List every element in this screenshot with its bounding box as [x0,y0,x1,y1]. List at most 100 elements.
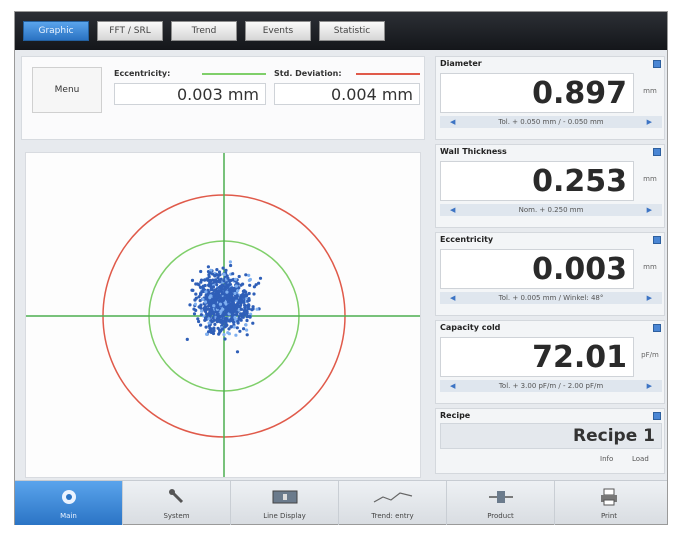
arrow-left-icon[interactable]: ◀ [450,294,456,302]
nav-system[interactable]: System [123,481,231,525]
scatter-point [213,322,217,326]
arrow-right-icon[interactable]: ▶ [646,382,652,390]
scatter-point [241,315,245,319]
tab-graphic[interactable]: Graphic [23,21,89,41]
app-window: Graphic FFT / SRL Trend Events Statistic… [14,11,668,525]
eccentricity-title: Eccentricity [440,235,494,244]
nav-trend-entry[interactable]: Trend: entry [339,481,447,525]
scatter-point [203,278,207,282]
tab-trend[interactable]: Trend [171,21,237,41]
scatter-point [207,317,211,321]
menu-button[interactable]: Menu [32,67,102,113]
scatter-point [231,272,235,276]
scatter-point [207,324,211,328]
scatter-point [223,337,227,341]
scatter-point [235,281,239,285]
scatter-point [233,291,237,296]
scatter-point [234,277,238,281]
scatter-point [224,317,228,321]
wall-thickness-value: 0.253 [440,161,634,201]
nav-system-label: System [163,512,190,520]
scatter-point [191,288,195,292]
recipe-title: Recipe [440,411,471,420]
capacity-value: 72.01 [440,337,634,377]
eccentricity-settings-icon[interactable] [653,236,661,244]
scatter-point [194,308,198,312]
nav-line-display[interactable]: Line Display [231,481,339,525]
recipe-info-button[interactable]: Info [600,455,614,463]
scatter-point [198,285,203,289]
scatter-point [200,309,204,313]
scatter-point [194,282,198,286]
scatter-point [228,260,232,264]
diameter-tolerance: ◀ Tol. + 0.050 mm / - 0.050 mm ▶ [440,116,662,128]
nav-main[interactable]: Main [15,481,123,525]
eccentricity-unit: mm [643,263,657,271]
scatter-point [193,302,197,306]
arrow-left-icon[interactable]: ◀ [450,206,456,214]
wall-thickness-settings-icon[interactable] [653,148,661,156]
scatter-point [201,297,205,301]
capacity-card: Capacity cold 72.01 pF/m ◀ Tol. + 3.00 p… [435,320,665,404]
tab-events[interactable]: Events [245,21,311,41]
capacity-unit: pF/m [641,351,659,359]
scatter-point [238,329,242,333]
scatter-point [242,289,246,293]
scatter-point [215,293,219,297]
std-deviation-stat-label: Std. Deviation: [274,69,342,78]
scatter-point [203,305,207,309]
eccentricity-tolerance: ◀ Tol. + 0.005 mm / Winkel: 48° ▶ [440,292,662,304]
scatter-point [232,303,236,307]
std-deviation-stat-value: 0.004 mm [274,83,420,105]
scatter-point [224,281,228,285]
scatter-point [200,290,204,294]
recipe-settings-icon[interactable] [653,412,661,420]
tab-statistic[interactable]: Statistic [319,21,385,41]
scatter-point [221,327,225,331]
nav-print[interactable]: Print [555,481,663,525]
capacity-tolerance-text: Tol. + 3.00 pF/m / - 2.00 pF/m [498,382,604,390]
scatter-point [216,312,220,316]
scatter-point [258,276,263,280]
scatter-point [207,283,211,287]
scatter-point [242,295,246,299]
scatter-point [207,321,211,325]
arrow-right-icon[interactable]: ▶ [646,294,652,302]
recipe-load-button[interactable]: Load [632,455,649,463]
arrow-left-icon[interactable]: ◀ [450,382,456,390]
scatter-point [203,316,208,320]
diameter-settings-icon[interactable] [653,60,661,68]
main-content: Menu Eccentricity: 0.003 mm Std. Deviati… [15,50,667,480]
scatter-point [239,318,243,322]
arrow-right-icon[interactable]: ▶ [646,118,652,126]
scatter-point [218,330,222,334]
scatter-point [242,327,246,331]
scatter-point [226,305,230,309]
scatter-point [227,283,232,287]
capacity-settings-icon[interactable] [653,324,661,332]
scatter-point [205,297,209,301]
arrow-left-icon[interactable]: ◀ [450,118,456,126]
scatter-point [213,279,217,283]
scatter-point [224,268,228,272]
nav-product[interactable]: Product [447,481,555,525]
nav-trend-entry-label: Trend: entry [371,512,414,520]
scatter-point [212,326,216,330]
scatter-point [248,283,252,287]
scatter-point [247,303,251,307]
wall-thickness-tolerance: ◀ Nom. + 0.250 mm ▶ [440,204,662,216]
scatter-point [227,327,231,331]
scatter-point [207,290,211,294]
scatter-point [185,337,189,341]
arrow-right-icon[interactable]: ▶ [646,206,652,214]
scatter-point [212,296,216,300]
scatter-point [247,278,251,282]
scatter-point [192,312,197,316]
scatter-point [245,318,249,323]
scatter-point [196,317,200,321]
scatter-point [241,292,245,296]
scatter-point [221,266,225,270]
nav-main-label: Main [60,512,77,520]
scatter-svg [26,153,420,477]
tab-fft-srl[interactable]: FFT / SRL [97,21,163,41]
